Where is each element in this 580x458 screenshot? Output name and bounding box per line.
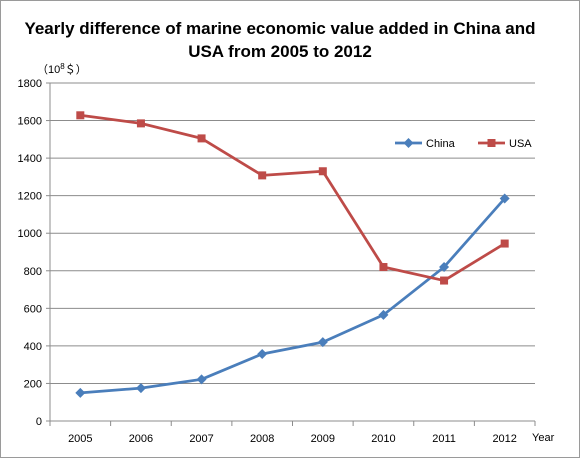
x-axis-label: Year [532, 432, 555, 444]
data-point-usa-2012 [500, 239, 509, 248]
chart-title-line-2: USA from 2005 to 2012 [188, 42, 372, 61]
data-point-china-2005 [75, 387, 86, 398]
data-point-china-2011 [439, 262, 450, 273]
gridlines [50, 82, 535, 384]
data-point-china-2009 [317, 337, 328, 348]
data-point-usa-2011 [440, 276, 449, 285]
data-point-usa-2005 [76, 111, 85, 120]
y-tick-label-200: 200 [24, 378, 42, 390]
x-tick-label-2011: 2011 [432, 433, 456, 445]
data-point-usa-2010 [379, 263, 388, 272]
y-axis-unit-label: （108＄） [37, 62, 87, 76]
y-tick-label-800: 800 [24, 266, 42, 278]
data-point-usa-2006 [136, 119, 145, 128]
y-axis-unit-superscript: 8 [60, 62, 65, 71]
y-tick-label-0: 0 [36, 416, 42, 428]
legend-marker-usa [487, 139, 496, 147]
y-tick-label-600: 600 [24, 303, 42, 315]
data-point-usa-2007 [197, 134, 206, 143]
y-tick-label-400: 400 [24, 341, 42, 353]
data-point-china-2008 [257, 348, 268, 359]
y-tick-label-1000: 1000 [18, 228, 42, 240]
x-tick-label-2005: 2005 [68, 433, 92, 445]
legend: China USA [395, 138, 532, 150]
x-tick-label-2010: 2010 [371, 433, 395, 445]
x-tick-label-2008: 2008 [250, 433, 274, 445]
x-tick-label-2007: 2007 [189, 433, 213, 445]
legend-label-china: China [426, 138, 456, 150]
y-tick-label-1200: 1200 [18, 191, 42, 203]
data-point-usa-2009 [318, 167, 327, 176]
data-point-china-2007 [196, 374, 207, 385]
axes [49, 83, 535, 422]
x-axis-ticks: 2005 2006 2007 2008 2009 2010 2011 2012 [49, 421, 536, 445]
series-line-usa [80, 113, 506, 282]
legend-label-usa: USA [509, 138, 532, 150]
y-tick-label-1600: 1600 [18, 116, 42, 128]
data-point-china-2006 [135, 383, 146, 394]
x-tick-label-2009: 2009 [311, 433, 335, 445]
chart-title-line-1: Yearly difference of marine economic val… [24, 19, 535, 38]
series-group [75, 111, 510, 398]
legend-marker-china [403, 138, 414, 148]
series-line-china [80, 197, 506, 395]
y-axis-ticks: 0 200 400 600 800 1000 1200 1400 1600 1800 [18, 78, 50, 428]
data-point-china-2010 [378, 309, 389, 320]
y-tick-label-1800: 1800 [18, 78, 42, 90]
data-point-china-2012 [499, 193, 510, 204]
x-tick-label-2012: 2012 [492, 433, 516, 445]
x-tick-label-2006: 2006 [129, 433, 153, 445]
y-axis-unit-suffix: ＄） [65, 62, 87, 76]
y-tick-label-1400: 1400 [18, 153, 42, 165]
data-point-usa-2008 [258, 171, 267, 180]
y-axis-unit-prefix: （10 [37, 63, 60, 76]
